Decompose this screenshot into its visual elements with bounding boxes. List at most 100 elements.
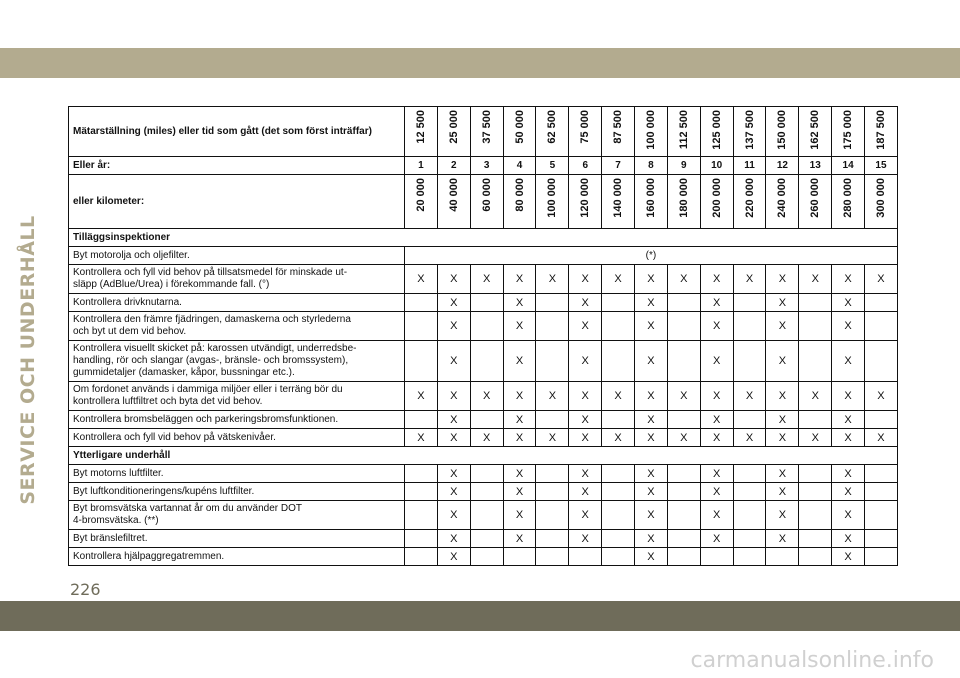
interval-mark: X xyxy=(699,340,734,382)
miles-header-cell: 150 000 xyxy=(765,106,800,157)
miles-header-cell: 162 500 xyxy=(798,106,833,157)
interval-mark: X xyxy=(864,264,898,294)
miles-header-cell: 12 500 xyxy=(404,106,438,157)
interval-mark: X xyxy=(469,264,504,294)
km-header-cell: 260 000 xyxy=(798,174,833,229)
interval-mark: X xyxy=(436,264,471,294)
interval-mark xyxy=(798,529,833,548)
interval-mark: X xyxy=(469,428,504,447)
km-header-cell: 80 000 xyxy=(502,174,537,229)
interval-mark: X xyxy=(436,340,471,382)
interval-mark xyxy=(404,311,438,341)
km-header-cell: 20 000 xyxy=(404,174,438,229)
interval-mark: X xyxy=(765,500,800,530)
interval-mark: X xyxy=(765,464,800,483)
interval-mark xyxy=(732,340,767,382)
year-cell: 1 xyxy=(404,156,438,175)
interval-mark: X xyxy=(502,428,537,447)
interval-mark: X xyxy=(864,381,898,411)
km-header-cell: 240 000 xyxy=(765,174,800,229)
interval-mark xyxy=(732,529,767,548)
interval-mark xyxy=(469,464,504,483)
km-value: 180 000 xyxy=(677,178,690,218)
interval-mark xyxy=(601,340,636,382)
interval-mark: X xyxy=(699,464,734,483)
miles-value: 150 000 xyxy=(776,110,789,150)
miles-value: 112 500 xyxy=(677,110,690,150)
interval-mark xyxy=(864,482,898,501)
interval-mark: X xyxy=(765,264,800,294)
interval-mark: X xyxy=(535,381,570,411)
interval-mark xyxy=(404,293,438,312)
interval-mark xyxy=(798,464,833,483)
interval-mark xyxy=(535,311,570,341)
interval-mark xyxy=(864,410,898,429)
km-header-cell: 40 000 xyxy=(436,174,471,229)
interval-mark: X xyxy=(502,311,537,341)
interval-mark xyxy=(864,293,898,312)
page-number: 226 xyxy=(70,580,101,599)
interval-mark xyxy=(798,410,833,429)
interval-mark xyxy=(404,340,438,382)
table-row: Kontrollera bromsbeläggen och parkerings… xyxy=(68,410,898,429)
miles-value: 75 000 xyxy=(579,110,592,144)
interval-mark xyxy=(469,500,504,530)
table-row: Kontrollera drivknutarna. X X X X X X X xyxy=(68,293,898,312)
interval-mark xyxy=(864,500,898,530)
interval-mark: X xyxy=(436,381,471,411)
interval-mark: X xyxy=(798,428,833,447)
interval-mark: X xyxy=(568,340,603,382)
interval-mark: X xyxy=(831,482,866,501)
interval-mark xyxy=(666,410,701,429)
interval-mark xyxy=(732,482,767,501)
years-row: Eller år: 1 2 3 4 5 6 7 8 9 10 11 12 13 14 15 xyxy=(68,156,898,175)
km-header-cell: 200 000 xyxy=(699,174,734,229)
km-header-cell: 60 000 xyxy=(469,174,504,229)
interval-mark xyxy=(732,293,767,312)
interval-mark: X xyxy=(864,428,898,447)
interval-mark xyxy=(798,500,833,530)
interval-mark xyxy=(502,547,537,566)
interval-mark xyxy=(469,547,504,566)
km-header-cell: 300 000 xyxy=(864,174,898,229)
km-value: 40 000 xyxy=(447,178,460,212)
km-value: 20 000 xyxy=(414,178,427,212)
task-label: Kontrollera visuellt skicket på: karosse… xyxy=(68,340,405,382)
top-band xyxy=(0,48,960,78)
interval-mark xyxy=(666,340,701,382)
interval-note: (*) xyxy=(404,246,898,265)
interval-mark xyxy=(404,464,438,483)
interval-mark xyxy=(666,464,701,483)
interval-mark xyxy=(404,410,438,429)
miles-value: 87 500 xyxy=(612,110,625,144)
miles-value: 175 000 xyxy=(842,110,855,150)
miles-value: 100 000 xyxy=(644,110,657,150)
interval-mark: X xyxy=(601,381,636,411)
interval-mark: X xyxy=(568,410,603,429)
miles-header-cell: 112 500 xyxy=(666,106,701,157)
interval-mark xyxy=(798,311,833,341)
year-cell: 4 xyxy=(502,156,537,175)
interval-mark xyxy=(765,547,800,566)
miles-header-cell: 75 000 xyxy=(568,106,603,157)
km-header-cell: 220 000 xyxy=(732,174,767,229)
interval-mark xyxy=(864,529,898,548)
interval-mark xyxy=(732,464,767,483)
interval-mark: X xyxy=(634,464,668,483)
interval-mark xyxy=(535,482,570,501)
interval-mark xyxy=(601,547,636,566)
interval-mark xyxy=(535,529,570,548)
interval-mark: X xyxy=(502,529,537,548)
interval-mark: X xyxy=(765,410,800,429)
interval-mark xyxy=(798,547,833,566)
task-label: Kontrollera bromsbeläggen och parkerings… xyxy=(68,410,405,429)
interval-mark: X xyxy=(634,293,668,312)
miles-header-cell: 87 500 xyxy=(601,106,636,157)
interval-mark xyxy=(732,500,767,530)
miles-value: 62 500 xyxy=(546,110,559,144)
interval-mark: X xyxy=(502,293,537,312)
interval-mark: X xyxy=(831,529,866,548)
km-header-cell: 140 000 xyxy=(601,174,636,229)
interval-mark: X xyxy=(436,482,471,501)
interval-mark: X xyxy=(831,264,866,294)
